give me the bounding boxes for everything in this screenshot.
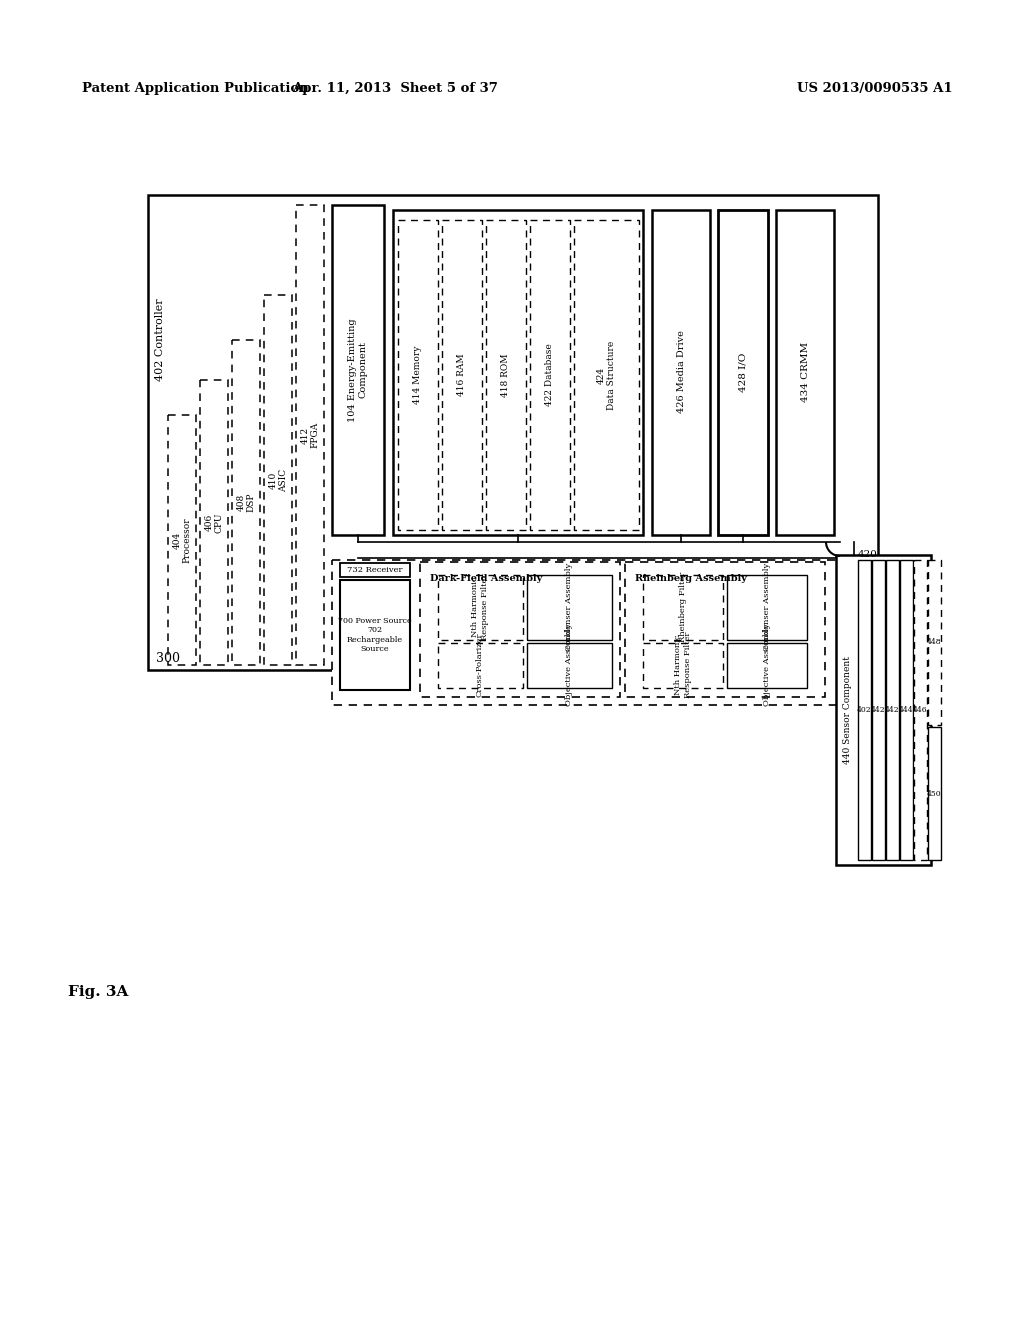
Bar <box>625 562 825 697</box>
Bar <box>643 643 723 688</box>
Bar <box>393 210 643 535</box>
Bar <box>530 220 570 531</box>
Text: 422 Database: 422 Database <box>546 343 555 407</box>
Text: 442: 442 <box>871 706 886 714</box>
Bar <box>858 560 871 861</box>
Bar <box>296 205 324 665</box>
Bar <box>574 220 639 531</box>
Bar <box>928 560 941 725</box>
Text: 434 CRMM: 434 CRMM <box>801 342 810 403</box>
Text: 446: 446 <box>913 706 928 714</box>
Text: 426 Media Drive: 426 Media Drive <box>677 330 685 413</box>
Bar <box>643 576 723 640</box>
Text: Dark-Field Assembly: Dark-Field Assembly <box>430 574 543 583</box>
Bar <box>727 576 807 640</box>
Bar <box>914 560 927 861</box>
Text: 412
FPGA: 412 FPGA <box>300 422 319 447</box>
Bar <box>148 195 878 671</box>
Text: Cross-Polarizer: Cross-Polarizer <box>476 632 484 697</box>
Bar <box>776 210 834 535</box>
Text: 416 RAM: 416 RAM <box>458 354 467 396</box>
Text: Apr. 11, 2013  Sheet 5 of 37: Apr. 11, 2013 Sheet 5 of 37 <box>292 82 498 95</box>
Text: 408
DSP: 408 DSP <box>237 492 256 512</box>
Bar <box>872 560 885 861</box>
Text: 700 Power Source
702
Rechargeable
Source: 700 Power Source 702 Rechargeable Source <box>338 618 412 653</box>
Bar <box>928 727 941 861</box>
Text: 424
Data Structure: 424 Data Structure <box>597 341 616 409</box>
Text: 428 I/O: 428 I/O <box>738 352 748 392</box>
Text: 402 Controller: 402 Controller <box>155 298 165 381</box>
Text: Condenser Assembly: Condenser Assembly <box>763 562 771 651</box>
Text: Patent Application Publication: Patent Application Publication <box>82 82 309 95</box>
Bar <box>340 579 410 690</box>
Bar <box>340 564 410 577</box>
Text: 414 Memory: 414 Memory <box>414 346 423 404</box>
Bar <box>232 341 260 665</box>
Bar <box>420 562 620 697</box>
Text: 404
Processor: 404 Processor <box>172 517 191 562</box>
Text: Objective Assembly: Objective Assembly <box>763 623 771 706</box>
Bar <box>438 643 523 688</box>
Bar <box>200 380 228 665</box>
Bar <box>900 560 913 861</box>
Bar <box>332 560 842 705</box>
Text: 448: 448 <box>927 639 942 647</box>
Bar <box>168 414 196 665</box>
Text: Nth Harmonic
Response Filter: Nth Harmonic Response Filter <box>675 632 691 698</box>
Text: 410
ASIC: 410 ASIC <box>268 469 288 491</box>
Text: Objective Assembly: Objective Assembly <box>565 623 573 706</box>
Bar <box>264 294 292 665</box>
Text: 104 Energy-Emitting
Component: 104 Energy-Emitting Component <box>348 318 368 422</box>
Bar <box>332 205 384 535</box>
Text: US 2013/0090535 A1: US 2013/0090535 A1 <box>797 82 952 95</box>
Text: 418 ROM: 418 ROM <box>502 354 511 397</box>
Text: 732 Receiver: 732 Receiver <box>347 566 402 574</box>
Bar <box>886 560 899 861</box>
Text: 440 Sensor Component: 440 Sensor Component <box>844 656 853 764</box>
Text: 450: 450 <box>927 789 942 797</box>
Text: Nth Harmonic
Response Filter: Nth Harmonic Response Filter <box>471 574 488 640</box>
Bar <box>398 220 438 531</box>
Bar <box>652 210 710 535</box>
Text: Condenser Assembly: Condenser Assembly <box>565 562 573 651</box>
Bar <box>527 643 612 688</box>
Bar <box>718 210 768 535</box>
Text: 420: 420 <box>858 550 878 558</box>
Text: 444: 444 <box>899 706 913 714</box>
Bar <box>836 554 931 865</box>
Text: Rheinberg Filter: Rheinberg Filter <box>679 572 687 642</box>
Text: 300: 300 <box>156 652 180 665</box>
Bar <box>727 643 807 688</box>
Bar <box>486 220 526 531</box>
Text: 442: 442 <box>885 706 900 714</box>
Bar <box>442 220 482 531</box>
Bar <box>527 576 612 640</box>
Text: 406
CPU: 406 CPU <box>205 512 223 533</box>
Text: Rheinberg Assembly: Rheinberg Assembly <box>635 574 746 583</box>
Text: Fig. 3A: Fig. 3A <box>68 985 128 999</box>
Bar <box>438 576 523 640</box>
Text: 402: 402 <box>857 706 871 714</box>
